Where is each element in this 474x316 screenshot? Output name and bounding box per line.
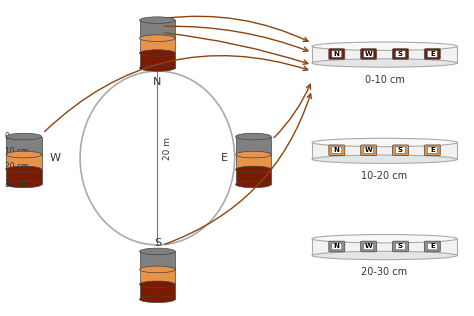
Bar [6, 137, 42, 155]
FancyBboxPatch shape [332, 147, 342, 154]
Text: 10 cm: 10 cm [5, 147, 28, 156]
FancyBboxPatch shape [428, 147, 438, 154]
Text: N: N [334, 147, 340, 153]
Ellipse shape [312, 155, 457, 163]
FancyBboxPatch shape [428, 243, 438, 250]
Ellipse shape [139, 266, 175, 273]
Text: W: W [365, 243, 373, 249]
FancyBboxPatch shape [329, 241, 345, 252]
Text: 30 cm: 30 cm [5, 180, 29, 189]
FancyBboxPatch shape [361, 145, 377, 155]
Ellipse shape [236, 181, 271, 188]
Ellipse shape [139, 35, 175, 41]
FancyBboxPatch shape [364, 51, 374, 57]
FancyBboxPatch shape [392, 49, 409, 59]
Text: 20 cm: 20 cm [5, 162, 28, 171]
Ellipse shape [139, 281, 175, 288]
Ellipse shape [236, 151, 271, 158]
Bar [139, 38, 175, 53]
Bar [139, 270, 175, 284]
Text: W: W [365, 147, 373, 153]
Bar [312, 143, 457, 159]
Bar [312, 46, 457, 63]
Bar [236, 169, 271, 185]
Ellipse shape [139, 65, 175, 71]
FancyBboxPatch shape [428, 51, 438, 57]
FancyBboxPatch shape [329, 145, 345, 155]
Text: N: N [334, 243, 340, 249]
Text: 20 m: 20 m [163, 137, 172, 160]
FancyBboxPatch shape [424, 49, 440, 59]
FancyBboxPatch shape [364, 147, 374, 154]
Text: 0-10 cm: 0-10 cm [365, 75, 404, 85]
Ellipse shape [139, 296, 175, 302]
Ellipse shape [6, 181, 42, 188]
Bar [139, 53, 175, 68]
FancyBboxPatch shape [329, 49, 345, 59]
FancyBboxPatch shape [424, 241, 440, 252]
Ellipse shape [139, 17, 175, 23]
Text: E: E [430, 51, 435, 57]
Ellipse shape [312, 59, 457, 67]
Text: N: N [153, 77, 162, 87]
Bar [312, 239, 457, 255]
Ellipse shape [6, 151, 42, 158]
Ellipse shape [139, 50, 175, 56]
FancyBboxPatch shape [332, 51, 342, 57]
Text: S: S [398, 51, 403, 57]
FancyBboxPatch shape [395, 51, 405, 57]
Bar [6, 155, 42, 169]
Text: E: E [220, 153, 228, 163]
Ellipse shape [312, 251, 457, 260]
Ellipse shape [312, 234, 457, 243]
FancyBboxPatch shape [395, 147, 405, 154]
Ellipse shape [139, 248, 175, 255]
Ellipse shape [312, 42, 457, 51]
Text: 0 cm: 0 cm [5, 132, 24, 141]
Bar [236, 137, 271, 155]
FancyBboxPatch shape [332, 243, 342, 250]
FancyBboxPatch shape [364, 243, 374, 250]
Ellipse shape [236, 133, 271, 140]
Bar [6, 169, 42, 185]
FancyBboxPatch shape [361, 49, 377, 59]
Text: W: W [365, 51, 373, 57]
FancyBboxPatch shape [392, 145, 409, 155]
Text: 10-20 cm: 10-20 cm [362, 171, 408, 181]
Text: E: E [430, 243, 435, 249]
Ellipse shape [312, 138, 457, 147]
Bar [139, 284, 175, 299]
Text: N: N [334, 51, 340, 57]
FancyBboxPatch shape [395, 243, 405, 250]
Ellipse shape [6, 133, 42, 140]
Text: E: E [430, 147, 435, 153]
Bar [139, 252, 175, 270]
Bar [139, 20, 175, 38]
Ellipse shape [6, 166, 42, 173]
FancyBboxPatch shape [392, 241, 409, 252]
Bar [236, 155, 271, 169]
Text: S: S [154, 238, 161, 248]
FancyBboxPatch shape [424, 145, 440, 155]
Text: S: S [398, 243, 403, 249]
Text: S: S [398, 147, 403, 153]
FancyBboxPatch shape [361, 241, 377, 252]
Ellipse shape [236, 166, 271, 173]
Text: 20-30 cm: 20-30 cm [362, 267, 408, 277]
Text: W: W [50, 153, 61, 163]
